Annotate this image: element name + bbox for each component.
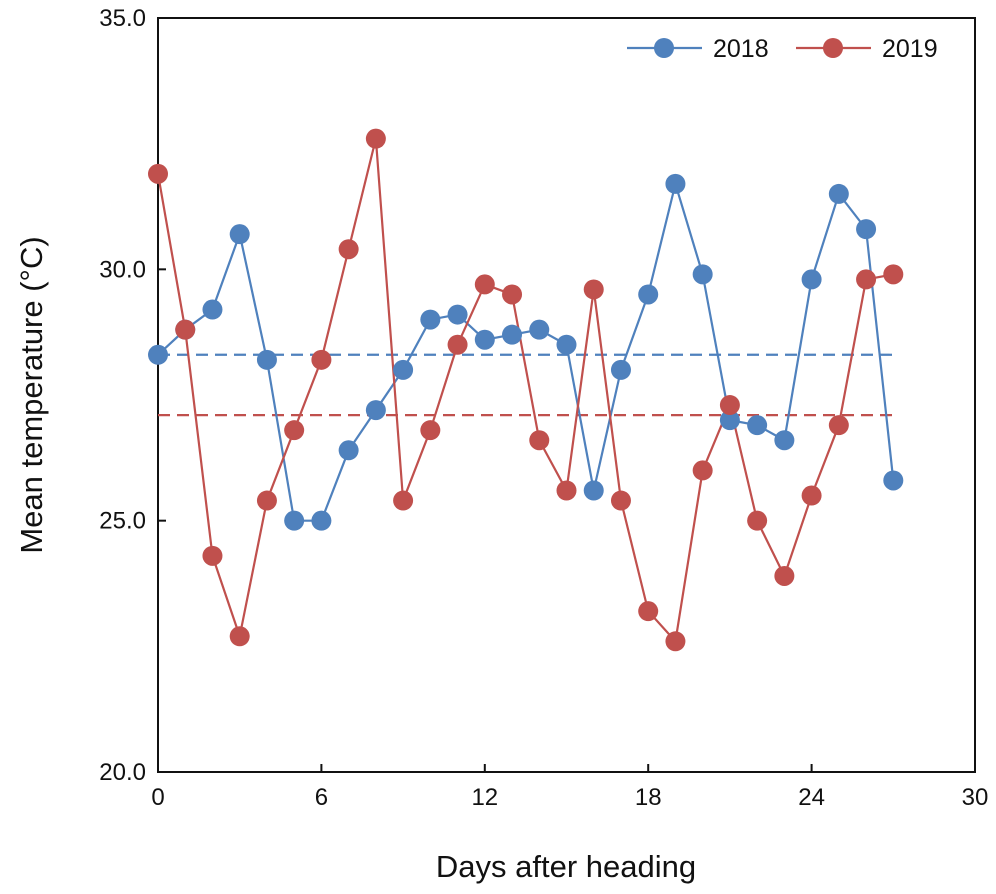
data-point-2019 <box>148 163 168 184</box>
data-point-2019 <box>883 264 904 285</box>
y-tick-label: 25.0 <box>99 508 146 535</box>
data-point-2019 <box>556 480 577 501</box>
data-point-2018 <box>719 410 740 431</box>
data-point-2018 <box>338 440 359 461</box>
legend-label-2019: 2019 <box>882 35 938 63</box>
data-point-2019 <box>447 334 468 355</box>
y-tick-label: 35.0 <box>99 5 146 32</box>
y-tick-label: 20.0 <box>99 759 146 786</box>
y-axis-title: Mean temperature (°C) <box>14 236 49 553</box>
x-axis-ticks: 0 6 12 18 24 30 <box>151 764 988 811</box>
data-point-2019 <box>610 490 631 511</box>
series-line-2019 <box>156 138 894 644</box>
data-point-2019 <box>175 319 196 340</box>
data-point-2018 <box>365 400 386 421</box>
data-point-2018 <box>665 173 686 194</box>
plot-area-frame <box>157 17 976 773</box>
data-point-2019 <box>665 631 686 652</box>
data-point-2018 <box>556 334 577 355</box>
data-point-2018 <box>502 324 523 345</box>
data-point-2018 <box>774 430 795 451</box>
data-point-2019 <box>229 626 250 647</box>
data-point-2019 <box>638 601 659 622</box>
data-point-2018 <box>148 344 168 365</box>
data-point-2019 <box>774 565 795 586</box>
legend: 2018 2019 <box>627 35 938 63</box>
data-point-2019 <box>529 430 550 451</box>
data-point-2018 <box>256 349 277 370</box>
data-point-2018 <box>828 183 849 204</box>
data-point-2019 <box>747 510 768 531</box>
y-axis-ticks: 20.0 25.0 30.0 35.0 <box>99 5 166 786</box>
series-points <box>148 128 904 652</box>
data-point-2018 <box>311 510 332 531</box>
x-tick-label: 6 <box>315 784 328 811</box>
data-point-2018 <box>638 284 659 305</box>
data-point-2019 <box>393 490 414 511</box>
data-point-2019 <box>202 545 223 566</box>
x-tick-label: 12 <box>471 784 498 811</box>
data-point-2019 <box>420 420 441 441</box>
data-point-2019 <box>856 269 877 290</box>
data-point-2018 <box>447 304 468 325</box>
data-point-2019 <box>365 128 386 149</box>
data-point-2018 <box>583 480 604 501</box>
data-point-2018 <box>474 329 495 350</box>
data-point-2019 <box>719 395 740 416</box>
data-point-2018 <box>883 470 904 491</box>
data-point-2019 <box>502 284 523 305</box>
data-point-2018 <box>856 219 877 240</box>
data-point-2018 <box>202 299 223 320</box>
data-point-2018 <box>610 359 631 380</box>
data-point-2019 <box>583 279 604 300</box>
mean-lines <box>158 353 894 417</box>
y-tick-label: 30.0 <box>99 256 146 283</box>
data-point-2018 <box>801 269 822 290</box>
legend-label-2018: 2018 <box>713 35 769 63</box>
data-point-2018 <box>284 510 305 531</box>
data-point-2018 <box>529 319 550 340</box>
data-point-2019 <box>311 349 332 370</box>
x-tick-label: 30 <box>962 784 989 811</box>
legend-marker-2018 <box>654 38 674 58</box>
data-point-2018 <box>393 359 414 380</box>
data-point-2019 <box>284 420 305 441</box>
data-point-2019 <box>256 490 277 511</box>
data-point-2019 <box>801 485 822 506</box>
x-axis-title: Days after heading <box>436 849 696 884</box>
x-tick-label: 0 <box>151 784 164 811</box>
series-lines <box>156 138 895 644</box>
data-point-2019 <box>692 460 713 481</box>
data-point-2018 <box>692 264 713 285</box>
series-line-2018 <box>157 179 895 522</box>
data-point-2019 <box>338 239 359 260</box>
x-tick-label: 18 <box>635 784 662 811</box>
legend-marker-2019 <box>823 38 843 58</box>
data-point-2018 <box>420 309 441 330</box>
data-point-2018 <box>229 224 250 245</box>
data-point-2019 <box>474 274 495 295</box>
data-point-2019 <box>828 415 849 436</box>
x-tick-label: 24 <box>798 784 825 811</box>
data-point-2018 <box>747 415 768 436</box>
